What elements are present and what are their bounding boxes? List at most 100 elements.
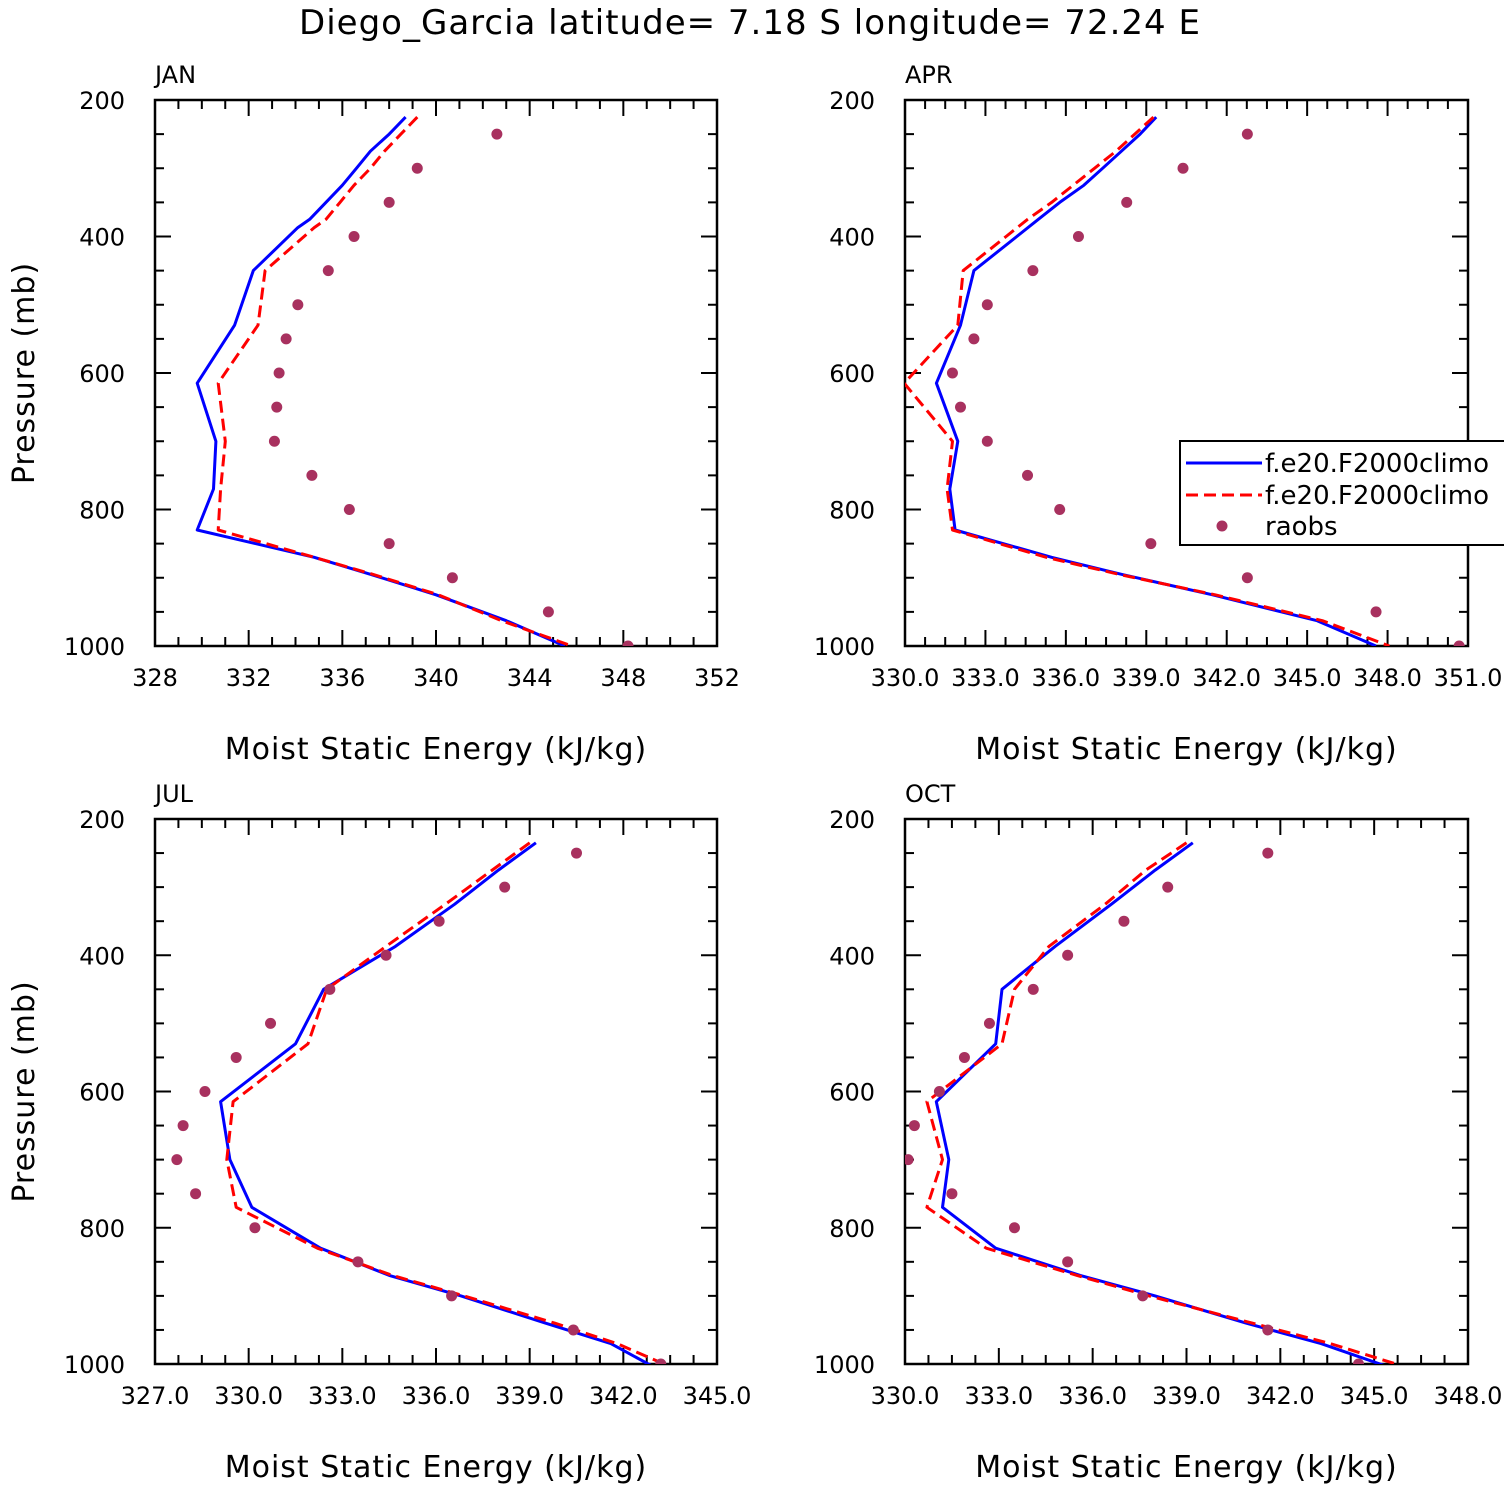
legend-box xyxy=(1179,440,1504,546)
plot-frame xyxy=(903,817,1470,1366)
raobs-point xyxy=(380,949,392,961)
raobs-point xyxy=(1262,847,1274,859)
x-tick-label: 339.0 xyxy=(495,1382,564,1410)
raobs-point xyxy=(1072,231,1084,242)
raobs-point xyxy=(933,1086,945,1097)
figure-title: Diego_Garcia latitude= 7.18 S longitude=… xyxy=(299,3,1201,43)
raobs-point xyxy=(383,196,395,208)
plot-frame xyxy=(153,98,719,648)
raobs-point xyxy=(908,1120,920,1132)
raobs-point xyxy=(1241,572,1253,584)
x-tick-label: 333.0 xyxy=(964,1382,1033,1410)
x-axis-label: Moist Static Energy (kJ/kg) xyxy=(975,1450,1398,1485)
raobs-point xyxy=(249,1222,261,1234)
x-tick-label: 333.0 xyxy=(308,1382,377,1410)
raobs-point xyxy=(352,1256,364,1268)
raobs-point xyxy=(1370,606,1382,618)
plot-frame xyxy=(153,817,719,1366)
data-layer xyxy=(171,841,667,1364)
raobs-point xyxy=(954,401,966,413)
raobs-point xyxy=(190,1188,202,1200)
raobs-point xyxy=(1054,504,1066,515)
raobs-point xyxy=(1008,1222,1020,1234)
raobs-point xyxy=(1145,538,1157,550)
raobs-point xyxy=(273,367,285,379)
raobs-point xyxy=(265,1017,277,1029)
raobs-point xyxy=(1453,640,1465,646)
y-tick-label: 200 xyxy=(829,87,875,115)
legend-marker xyxy=(1216,520,1228,532)
y-axis-label: Pressure (mb) xyxy=(7,980,42,1202)
raobs-point xyxy=(348,231,360,242)
y-tick-label: 1000 xyxy=(64,633,125,661)
panel-label: APR xyxy=(905,61,953,89)
y-tick-label: 1000 xyxy=(64,1351,125,1379)
y-tick-label: 400 xyxy=(829,224,875,252)
x-tick-label: 339.0 xyxy=(1112,664,1181,692)
raobs-point xyxy=(968,333,980,345)
x-tick-label: 345.0 xyxy=(683,1382,752,1410)
x-tick-label: 342.0 xyxy=(1192,664,1261,692)
model-line-solid xyxy=(934,116,1377,646)
panel-label: JUL xyxy=(153,780,194,808)
x-axis-label: Moist Static Energy (kJ/kg) xyxy=(225,732,648,767)
raobs-point xyxy=(1262,1324,1274,1336)
raobs-point xyxy=(981,435,993,447)
x-tick-label: 348 xyxy=(600,664,646,692)
raobs-point xyxy=(1353,1358,1365,1364)
x-axis-label: Moist Static Energy (kJ/kg) xyxy=(225,1450,648,1485)
x-tick-label: 340 xyxy=(413,664,459,692)
x-tick-label: 332 xyxy=(226,664,272,692)
y-tick-label: 200 xyxy=(79,87,125,115)
raobs-point xyxy=(1241,128,1253,140)
raobs-point xyxy=(411,162,423,174)
x-tick-label: 352 xyxy=(694,664,740,692)
y-tick-label: 800 xyxy=(79,497,125,525)
raobs-point xyxy=(1177,162,1189,174)
raobs-point xyxy=(981,299,993,311)
x-tick-label: 336.0 xyxy=(402,1382,471,1410)
x-tick-label: 342.0 xyxy=(589,1382,658,1410)
raobs-point xyxy=(655,1358,667,1364)
x-tick-label: 351.0 xyxy=(1434,664,1503,692)
y-tick-label: 200 xyxy=(829,806,875,834)
x-tick-label: 345.0 xyxy=(1273,664,1342,692)
raobs-point xyxy=(446,572,458,584)
panel-apr: APR 200 400 600 800 1000 330.0 333.0 336.0 339.0 3… xyxy=(814,61,1502,767)
y-tick-label: 800 xyxy=(829,497,875,525)
raobs-point xyxy=(177,1120,189,1132)
raobs-point xyxy=(306,469,318,481)
x-tick-label: 333.0 xyxy=(951,664,1020,692)
raobs-point xyxy=(542,606,554,618)
raobs-point xyxy=(271,401,283,413)
raobs-point xyxy=(958,1051,970,1063)
x-tick-label: 327.0 xyxy=(121,1382,190,1410)
raobs-point xyxy=(1062,949,1074,961)
raobs-point xyxy=(446,1290,458,1302)
x-tick-label: 330.0 xyxy=(214,1382,283,1410)
panel-label: JAN xyxy=(153,61,196,89)
raobs-point xyxy=(622,640,634,646)
raobs-point xyxy=(171,1154,183,1166)
y-tick-label: 400 xyxy=(79,224,125,252)
y-tick-label: 400 xyxy=(829,942,875,970)
raobs-point xyxy=(324,983,336,995)
data-layer xyxy=(905,841,1397,1364)
y-tick-label: 1000 xyxy=(814,1351,875,1379)
y-tick-label: 600 xyxy=(829,360,875,388)
x-tick-label: 348.0 xyxy=(1434,1382,1503,1410)
data-layer xyxy=(195,116,634,646)
raobs-point xyxy=(567,1324,579,1336)
raobs-point xyxy=(322,265,334,277)
raobs-point xyxy=(499,881,511,893)
raobs-point xyxy=(280,333,292,345)
raobs-point xyxy=(1022,469,1034,481)
x-tick-label: 342.0 xyxy=(1246,1382,1315,1410)
x-tick-label: 339.0 xyxy=(1152,1382,1221,1410)
raobs-point xyxy=(383,538,395,550)
model-line-dashed xyxy=(225,841,665,1364)
